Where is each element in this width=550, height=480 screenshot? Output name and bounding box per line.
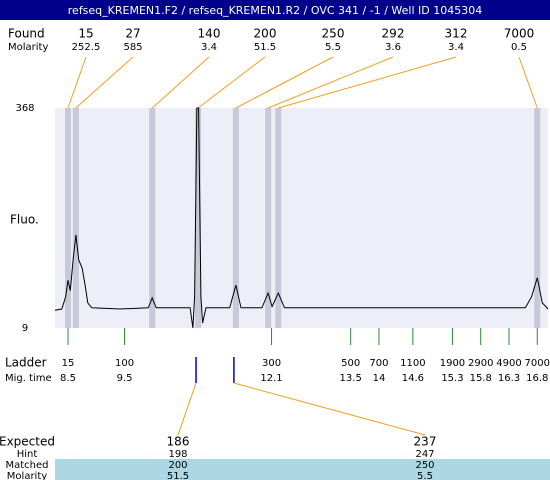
title-bar (0, 0, 550, 20)
peak-band (265, 108, 272, 328)
peak-band (72, 108, 79, 328)
expected-expected: 237 (414, 435, 437, 449)
expected-row-label: Hint (17, 449, 38, 460)
expected-row-label: Expected (0, 435, 55, 449)
title: refseq_KREMEN1.F2 / refseq_KREMEN1.R2 / … (68, 4, 482, 17)
mig-time-label: Mig. time (5, 373, 52, 384)
expected-row-label: Molarity (7, 471, 47, 480)
found-label: Found (8, 27, 45, 41)
found-size: 292 (382, 27, 405, 41)
peak-band (195, 108, 202, 328)
found-molarity: 252.5 (72, 42, 101, 53)
ladder-time: 12.1 (260, 373, 282, 384)
expected-hint: 247 (415, 449, 434, 460)
found-size: 7000 (504, 27, 535, 41)
ladder-label: Ladder (5, 356, 47, 370)
ladder-size: 1900 (440, 358, 465, 369)
found-molarity: 3.6 (385, 42, 401, 53)
ladder-size: 7000 (525, 358, 550, 369)
ladder-size: 500 (341, 358, 360, 369)
expected-matched: 250 (415, 460, 434, 471)
y-axis-label: Fluo. (10, 213, 39, 227)
peak-connector (67, 56, 87, 109)
found-molarity: 3.4 (201, 42, 217, 53)
molarity-label: Molarity (8, 42, 48, 53)
ladder-size: 100 (115, 358, 134, 369)
found-size: 250 (322, 27, 345, 41)
plot-area (55, 108, 548, 328)
peak-band (149, 108, 156, 328)
found-molarity: 0.5 (511, 42, 527, 53)
ladder-time: 15.3 (441, 373, 463, 384)
peak-band (232, 108, 239, 328)
trace (54, 107, 549, 329)
found-molarity: 51.5 (254, 42, 276, 53)
peak-connector (267, 56, 394, 109)
ladder-size: 700 (369, 358, 388, 369)
expected-row-label: Matched (5, 460, 48, 471)
expected-matched: 200 (168, 460, 187, 471)
expected-expected: 186 (167, 435, 190, 449)
ladder-time: 14.6 (402, 373, 424, 384)
y-tick-label: 9 (22, 323, 28, 334)
peak-connector (235, 56, 334, 109)
ladder-time: 16.3 (498, 373, 520, 384)
ladder-time: 8.5 (60, 373, 76, 384)
peak-band (65, 108, 72, 328)
matched-band (55, 459, 550, 480)
found-size: 200 (254, 27, 277, 41)
ladder-size: 4900 (496, 358, 521, 369)
expected-connector (233, 382, 426, 436)
peak-connector (75, 56, 134, 109)
ladder-time: 14 (373, 373, 386, 384)
peak-band (534, 108, 541, 328)
ladder-size: 2900 (468, 358, 493, 369)
found-molarity: 5.5 (325, 42, 341, 53)
ladder-time: 16.8 (526, 373, 548, 384)
expected-hint: 198 (168, 449, 187, 460)
y-tick-label: 368 (15, 103, 34, 114)
expected-molarity: 51.5 (167, 471, 189, 480)
ladder-time: 13.5 (340, 373, 362, 384)
peak-connector (151, 56, 210, 109)
ladder-size: 15 (62, 358, 75, 369)
found-size: 140 (198, 27, 221, 41)
found-size: 27 (125, 27, 140, 41)
ladder-time: 9.5 (117, 373, 133, 384)
expected-connector (177, 382, 197, 436)
found-size: 312 (445, 27, 468, 41)
peak-connector (518, 56, 538, 109)
ladder-size: 300 (262, 358, 281, 369)
peak-connector (278, 56, 457, 109)
peak-band (275, 108, 282, 328)
ladder-size: 1100 (400, 358, 425, 369)
found-molarity: 585 (123, 42, 142, 53)
peak-connector (197, 56, 266, 109)
ladder-time: 15.8 (470, 373, 492, 384)
found-molarity: 3.4 (448, 42, 464, 53)
found-size: 15 (78, 27, 93, 41)
expected-molarity: 5.5 (417, 471, 433, 480)
